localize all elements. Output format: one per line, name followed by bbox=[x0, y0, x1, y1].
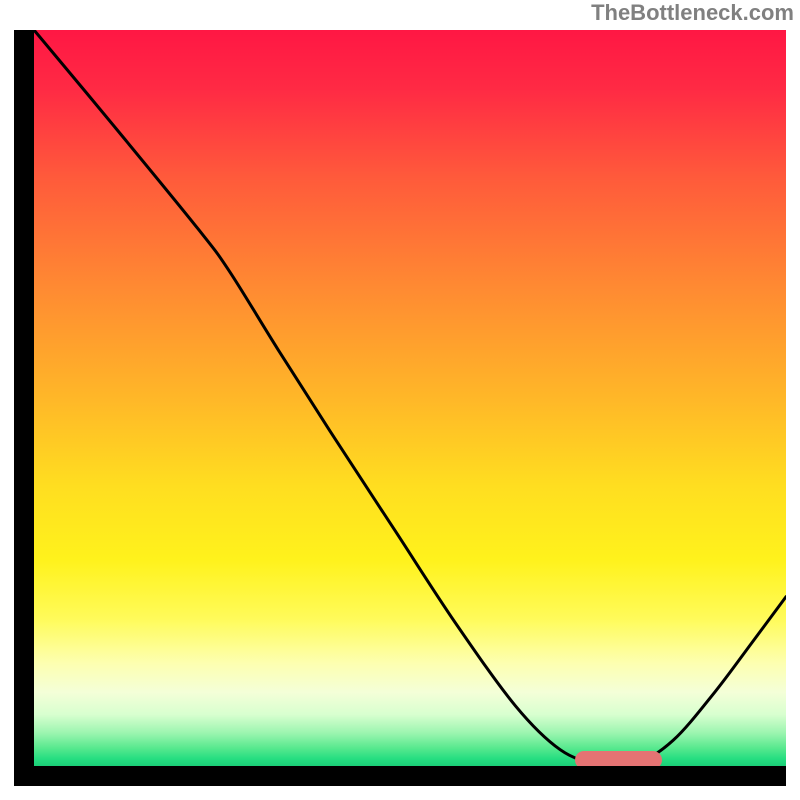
bottleneck-curve bbox=[34, 30, 786, 766]
y-axis bbox=[14, 30, 34, 786]
chart-svg bbox=[34, 30, 786, 766]
x-axis bbox=[14, 766, 786, 786]
attribution-text: TheBottleneck.com bbox=[591, 0, 794, 26]
